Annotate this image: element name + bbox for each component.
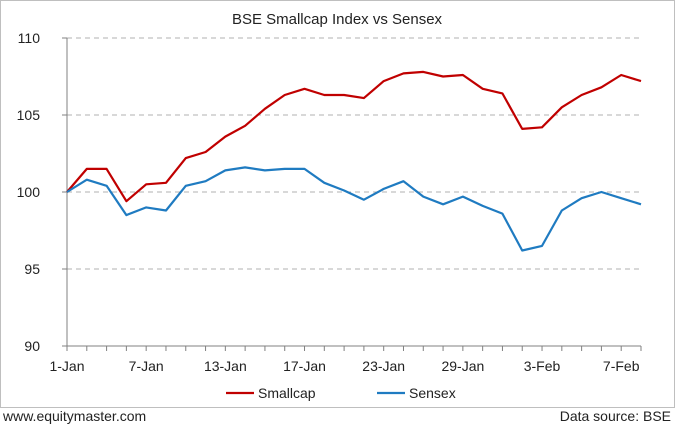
series-line-smallcap (66, 70, 642, 203)
legend-label-smallcap: Smallcap (258, 385, 316, 401)
x-tick-label: 7-Jan (129, 358, 164, 374)
x-tick-label: 23-Jan (362, 358, 405, 374)
x-tick-label: 17-Jan (283, 358, 326, 374)
y-tick-label: 110 (18, 30, 41, 46)
footer-website: www.equitymaster.com (3, 408, 147, 424)
series-lines (66, 70, 642, 252)
x-tick-label: 7-Feb (603, 358, 640, 374)
legend-label-sensex: Sensex (409, 385, 456, 401)
footer-data-source: Data source: BSE (559, 408, 671, 424)
y-tick-label: 100 (17, 184, 41, 200)
x-tick-label: 3-Feb (524, 358, 561, 374)
x-tick-label: 13-Jan (204, 358, 247, 374)
x-tick-label: 29-Jan (441, 358, 484, 374)
grid (67, 37, 641, 270)
chart-title: BSE Smallcap Index vs Sensex (232, 11, 443, 28)
x-tick-label: 1-Jan (49, 358, 84, 374)
y-tick-label: 105 (17, 107, 41, 123)
legend: Smallcap Sensex (226, 385, 456, 401)
y-tick-label: 90 (24, 338, 40, 354)
axes: 90 95 100 105 110 1-Jan 7-Jan 13-Jan 17-Jan 23-Ja… (17, 30, 642, 374)
y-tick-label: 95 (24, 261, 40, 277)
series-line-sensex (66, 166, 642, 252)
